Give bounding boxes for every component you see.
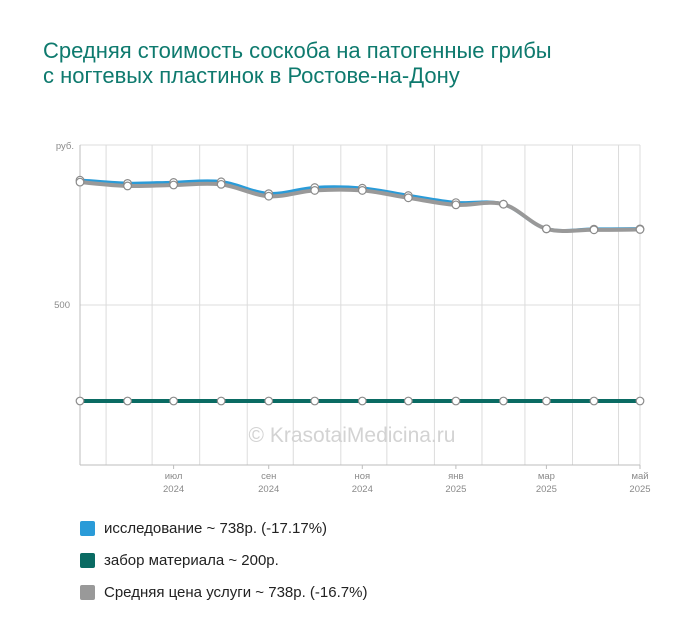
series-point-average	[589, 225, 599, 235]
x-tick-month: янв	[448, 471, 463, 482]
series-point-average	[451, 200, 461, 210]
legend-item-average[interactable]: Средняя цена услуги ~ 738р. (-16.7%)	[80, 576, 367, 608]
x-tick-month: июл	[165, 471, 183, 482]
series-point-sampling	[635, 396, 645, 406]
grid	[80, 144, 641, 465]
series-point-sampling	[499, 396, 508, 406]
legend-swatch-sampling	[80, 552, 95, 568]
x-tick-year: 2024	[258, 484, 279, 495]
y-tick-label: 500	[54, 300, 70, 311]
series-point-sampling	[403, 396, 413, 406]
legend-swatch-average	[80, 584, 95, 600]
x-tick-month: мар	[538, 471, 555, 482]
legend-label-sampling: забор материала ~ 200р.	[104, 551, 279, 569]
series-point-sampling	[589, 396, 599, 406]
legend-label-research: исследование ~ 738р. (-17.17%)	[104, 519, 328, 537]
series-point-average	[403, 193, 413, 203]
series	[75, 175, 645, 406]
line-chart: © KrasotaiMedicina.ru 500 руб. июл 2024 сен 2…	[54, 141, 650, 495]
x-tick-year: 2025	[445, 484, 466, 495]
watermark: © KrasotaiMedicina.ru	[249, 424, 456, 447]
y-axis-unit-label: руб.	[56, 141, 74, 152]
x-tick-month: ноя	[354, 471, 370, 482]
x-tick-year: 2025	[536, 484, 557, 495]
series-point-sampling	[542, 396, 551, 406]
x-tick-year: 2025	[629, 484, 650, 495]
legend: исследование ~ 738р. (-17.17%) забор мат…	[80, 512, 367, 608]
x-tick-year: 2024	[163, 484, 184, 495]
series-point-average	[357, 186, 367, 195]
series-point-average	[264, 191, 274, 201]
legend-item-research[interactable]: исследование ~ 738р. (-17.17%)	[80, 512, 367, 544]
x-tick-year: 2024	[352, 484, 373, 495]
axes: 500 руб. июл 2024 сен 2024 ноя 2024 янв 2025 мар 20…	[54, 141, 650, 495]
series-point-average	[499, 199, 508, 209]
series-point-sampling	[357, 396, 367, 406]
series-point-sampling	[264, 396, 274, 406]
series-point-sampling	[451, 396, 461, 406]
series-point-average	[635, 225, 645, 234]
series-point-sampling	[216, 396, 226, 406]
series-point-sampling	[75, 396, 85, 406]
series-point-average	[75, 177, 85, 187]
series-point-average	[123, 181, 132, 191]
series-point-average	[542, 224, 551, 234]
series-point-average	[169, 180, 178, 190]
series-point-sampling	[123, 396, 132, 406]
x-tick-month: сен	[261, 471, 276, 482]
legend-label-average: Средняя цена услуги ~ 738р. (-16.7%)	[104, 583, 368, 601]
series-point-average	[310, 186, 320, 195]
x-tick-month: май	[631, 471, 648, 482]
legend-item-sampling[interactable]: забор материала ~ 200р.	[80, 544, 367, 576]
legend-swatch-research	[80, 520, 95, 536]
series-point-average	[216, 179, 226, 189]
series-point-sampling	[310, 396, 320, 406]
series-point-sampling	[169, 396, 178, 406]
chart-title: Средняя стоимость соскоба на патогенные …	[43, 38, 552, 88]
